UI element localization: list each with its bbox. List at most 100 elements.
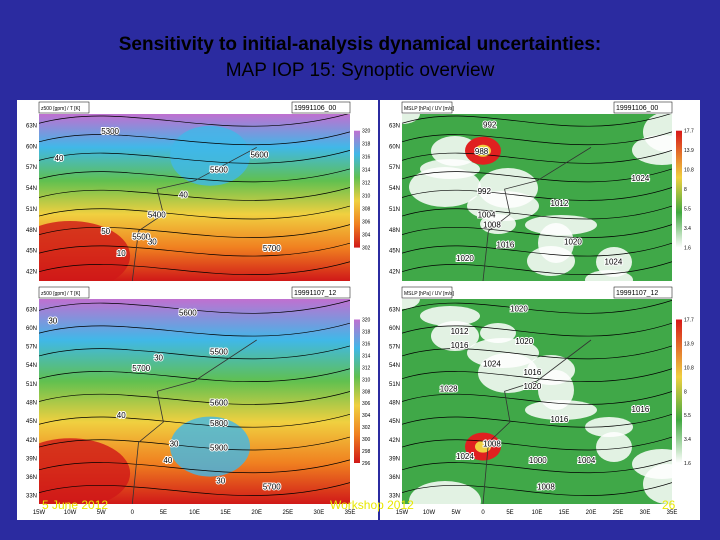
wind-patch bbox=[431, 136, 479, 166]
lat-tick-label: 54N bbox=[26, 363, 37, 369]
contour-label: 1012 bbox=[451, 327, 469, 336]
header-box bbox=[291, 101, 351, 114]
contour bbox=[402, 482, 672, 496]
contour-label: 1000 bbox=[529, 456, 547, 465]
contour-label: 1020 bbox=[510, 304, 528, 313]
contour-label: 5400 bbox=[148, 211, 166, 220]
contour bbox=[402, 187, 672, 201]
contour-label: 5700 bbox=[132, 364, 150, 373]
header-box bbox=[613, 101, 673, 114]
scale-tick-label: 3.4 bbox=[684, 226, 691, 232]
contour-label: 1024 bbox=[605, 257, 623, 266]
wind-patch bbox=[420, 306, 480, 326]
contour bbox=[39, 131, 350, 146]
lon-tick-label: 0 bbox=[481, 510, 485, 516]
contour bbox=[402, 459, 672, 474]
lon-tick-label: 35E bbox=[345, 510, 356, 516]
contour bbox=[39, 368, 350, 382]
lat-tick-label: 54N bbox=[389, 363, 400, 369]
lat-tick-label: 63N bbox=[389, 123, 400, 129]
color-scale bbox=[354, 130, 360, 248]
lon-tick-label: 30E bbox=[314, 510, 325, 516]
contour-label: 1016 bbox=[497, 241, 515, 250]
lon-tick-label: 10W bbox=[64, 510, 77, 516]
contour-label: 992 bbox=[478, 187, 492, 196]
scale-tick-label: 312 bbox=[362, 365, 371, 371]
wind-patch bbox=[467, 338, 539, 368]
contour bbox=[39, 168, 350, 183]
lat-tick-label: 51N bbox=[389, 382, 400, 388]
contour bbox=[402, 413, 672, 428]
contour bbox=[402, 131, 672, 146]
lat-tick-label: 60N bbox=[389, 326, 400, 332]
lon-tick-label: 30E bbox=[640, 510, 651, 516]
contour-label: 30 bbox=[216, 477, 225, 486]
contour bbox=[402, 345, 672, 360]
scale-tick-label: 17.7 bbox=[684, 318, 694, 324]
lat-tick-label: 60N bbox=[389, 144, 400, 150]
scale-tick-label: 10.8 bbox=[684, 168, 694, 174]
wind-patch bbox=[596, 432, 632, 462]
lat-tick-label: 57N bbox=[389, 345, 400, 351]
header-right: 19991107_12 bbox=[616, 290, 658, 297]
scale-tick-label: 13.9 bbox=[684, 341, 694, 347]
lat-tick-label: 57N bbox=[389, 165, 400, 171]
lat-tick-label: 63N bbox=[26, 307, 37, 313]
contour-label: 1016 bbox=[524, 368, 542, 377]
lon-tick-label: 5W bbox=[452, 510, 461, 516]
contour bbox=[39, 205, 350, 220]
scale-tick-label: 8 bbox=[684, 389, 687, 395]
contour-label: 1008 bbox=[483, 221, 501, 230]
contour bbox=[402, 205, 672, 220]
contour-label: 40 bbox=[55, 154, 64, 163]
contour bbox=[39, 150, 350, 164]
contour-label: 5500 bbox=[210, 165, 228, 174]
lon-tick-label: 15W bbox=[396, 510, 409, 516]
header-right: 19991106_00 bbox=[294, 105, 336, 112]
scale-tick-label: 320 bbox=[362, 318, 371, 324]
lon-tick-label: 10E bbox=[189, 510, 200, 516]
scale-tick-label: 318 bbox=[362, 329, 371, 335]
scale-tick-label: 302 bbox=[362, 425, 371, 431]
contour-label: 1004 bbox=[478, 211, 496, 220]
lat-tick-label: 48N bbox=[26, 228, 37, 234]
contour-label: 1020 bbox=[524, 382, 542, 391]
contour bbox=[39, 436, 350, 451]
scale-tick-label: 310 bbox=[362, 377, 371, 383]
contour-label: 1024 bbox=[632, 174, 650, 183]
scale-tick-label: 308 bbox=[362, 207, 371, 213]
coastline bbox=[482, 147, 592, 281]
contour-label: 5800 bbox=[210, 419, 228, 428]
contour-label: 1020 bbox=[564, 237, 582, 246]
scale-tick-label: 308 bbox=[362, 389, 371, 395]
scale-tick-label: 8 bbox=[684, 187, 687, 193]
lat-tick-label: 51N bbox=[389, 207, 400, 213]
lat-tick-label: 36N bbox=[389, 475, 400, 481]
wind-max bbox=[475, 144, 491, 157]
contour-label: 40 bbox=[179, 191, 188, 200]
scale-tick-label: 316 bbox=[362, 155, 371, 161]
header-box bbox=[613, 286, 673, 299]
scale-tick-label: 17.7 bbox=[684, 129, 694, 135]
header-left: z500 [gpm] / T [K] bbox=[41, 291, 81, 297]
lat-tick-label: 36N bbox=[26, 475, 37, 481]
lon-tick-label: 5E bbox=[160, 510, 167, 516]
lon-tick-label: 0 bbox=[131, 510, 135, 516]
map-area bbox=[402, 299, 672, 504]
scale-tick-label: 318 bbox=[362, 142, 371, 148]
lon-tick-label: 5E bbox=[506, 510, 513, 516]
lon-tick-label: 20E bbox=[251, 510, 262, 516]
scale-tick-label: 296 bbox=[362, 461, 371, 467]
wind-patch bbox=[402, 114, 420, 124]
contour bbox=[39, 391, 350, 405]
contour bbox=[402, 391, 672, 405]
scale-tick-label: 304 bbox=[362, 413, 371, 419]
contour bbox=[39, 114, 349, 127]
lat-tick-label: 54N bbox=[26, 186, 37, 192]
wind-patch bbox=[467, 191, 539, 221]
coastline bbox=[482, 339, 592, 504]
scale-tick-label: 304 bbox=[362, 233, 371, 239]
contour bbox=[402, 300, 672, 314]
lon-tick-label: 15E bbox=[220, 510, 231, 516]
header-right: 19991107_12 bbox=[294, 290, 336, 297]
